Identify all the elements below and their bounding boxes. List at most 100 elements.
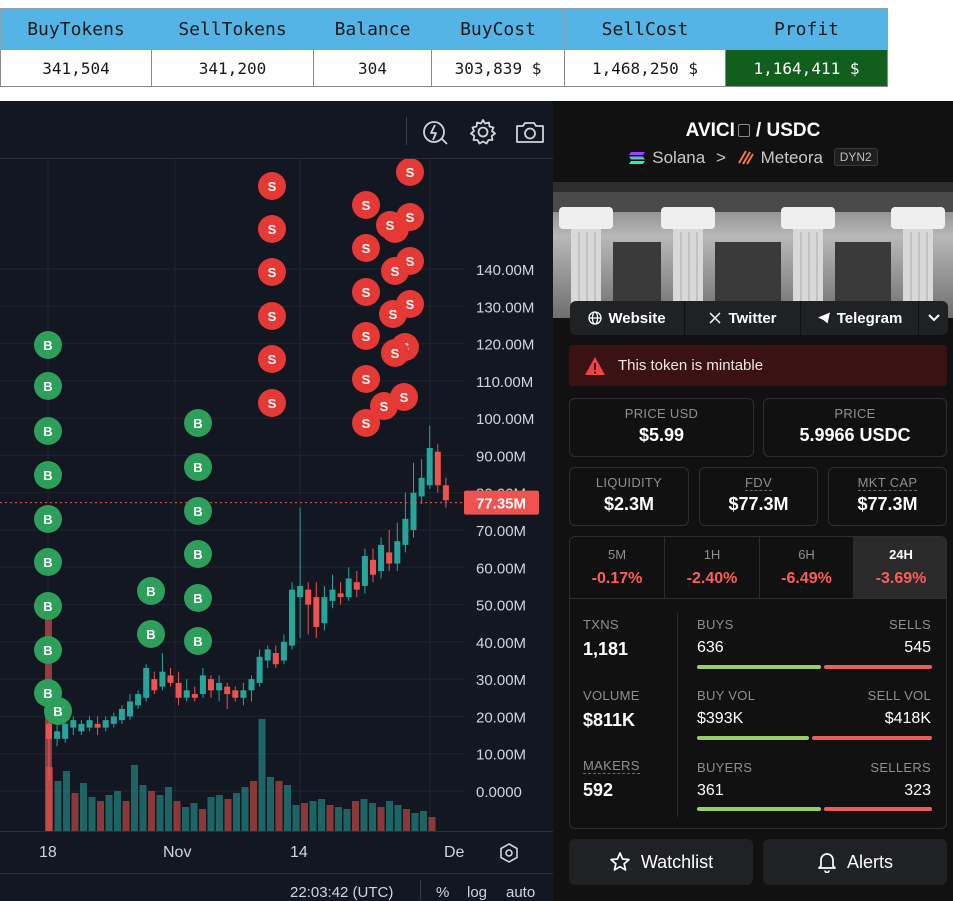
more-links-button[interactable] — [919, 301, 948, 335]
chain-name: Solana — [652, 148, 706, 167]
buy-marker[interactable]: B — [184, 453, 212, 481]
sell-marker[interactable]: S — [396, 159, 424, 186]
buy-marker[interactable]: B — [34, 331, 62, 359]
candle-body — [240, 690, 247, 698]
buy-marker[interactable]: B — [34, 505, 62, 533]
go-to-date-icon[interactable] — [498, 842, 520, 869]
buy-marker[interactable]: B — [184, 497, 212, 525]
current-price-value: 77.35M — [476, 496, 526, 513]
buy-marker[interactable]: B — [34, 417, 62, 445]
marker-dot — [381, 257, 409, 285]
lightning-icon[interactable] — [420, 117, 450, 147]
pair-title: AVICI / USDC — [553, 120, 953, 142]
buys-bar — [697, 665, 821, 669]
volume-bar — [335, 807, 342, 831]
candle-body — [272, 653, 279, 665]
marker-label: B — [43, 599, 52, 614]
fdv-label: FDV — [745, 475, 772, 491]
sell-marker[interactable]: S — [352, 278, 380, 306]
candle-body — [102, 720, 109, 728]
watchlist-label: Watchlist — [640, 851, 714, 872]
sell-marker[interactable]: S — [381, 339, 409, 367]
sell-marker[interactable]: S — [379, 300, 407, 328]
alerts-button[interactable]: Alerts — [763, 839, 947, 885]
marker-dot — [258, 172, 286, 200]
sell-marker[interactable]: S — [352, 409, 380, 437]
tab-1h[interactable]: 1H -2.40% — [665, 537, 760, 599]
candle-body — [321, 597, 328, 624]
candle-body — [442, 485, 449, 501]
buy-marker[interactable]: B — [34, 592, 62, 620]
watchlist-button[interactable]: Watchlist — [569, 839, 753, 885]
price-axis-label: 130.00M — [476, 299, 534, 316]
sell-marker[interactable]: S — [352, 365, 380, 393]
log-toggle[interactable]: log — [467, 884, 488, 901]
makers-label: MAKERS — [583, 758, 640, 774]
sell-marker[interactable]: S — [352, 234, 380, 262]
sell-marker[interactable]: S — [390, 383, 418, 411]
website-button[interactable]: Website — [570, 301, 685, 335]
buy-marker[interactable]: B — [44, 697, 72, 725]
buy-marker[interactable]: B — [184, 409, 212, 437]
sellers-bar — [824, 807, 932, 811]
candle-body — [143, 667, 150, 698]
buy-marker[interactable]: B — [34, 461, 62, 489]
buy-marker[interactable]: B — [184, 540, 212, 568]
sell-marker[interactable]: S — [258, 389, 286, 417]
buy-marker[interactable]: B — [184, 584, 212, 612]
globe-icon — [588, 311, 603, 325]
sell-marker[interactable]: S — [258, 302, 286, 330]
volume-bar — [258, 719, 266, 831]
buy-marker[interactable]: B — [34, 636, 62, 664]
marker-label: B — [43, 338, 52, 353]
candle-body — [264, 649, 271, 661]
marker-label: S — [406, 165, 415, 180]
sell-marker[interactable]: S — [258, 258, 286, 286]
candle-body — [402, 518, 409, 545]
marker-dot — [381, 339, 409, 367]
candle-body — [54, 731, 61, 739]
bell-icon — [818, 853, 836, 873]
tab-5m[interactable]: 5M -0.17% — [570, 537, 665, 599]
marker-label: B — [193, 547, 202, 562]
timeframe-label: 1H — [703, 547, 721, 562]
sell-marker[interactable]: S — [376, 211, 404, 239]
buy-marker[interactable]: B — [34, 372, 62, 400]
buyers-value: 361 — [697, 782, 724, 799]
camera-icon[interactable] — [514, 117, 544, 147]
volume-bar — [428, 817, 436, 831]
tab-24h[interactable]: 24H -3.69% — [854, 537, 946, 599]
twitter-button[interactable]: Twitter — [685, 301, 801, 335]
sell-marker[interactable]: S — [352, 191, 380, 219]
dex-name: Meteora — [760, 148, 823, 167]
buy-marker[interactable]: B — [137, 620, 165, 648]
tab-6h[interactable]: 6H -6.49% — [760, 537, 854, 599]
candle-body — [297, 585, 304, 598]
price-usd-card: PRICE USD $5.99 — [569, 398, 754, 457]
social-links: Website Twitter Telegram — [570, 301, 948, 335]
sell-marker[interactable]: S — [258, 215, 286, 243]
buy-marker[interactable]: B — [34, 548, 62, 576]
gear-icon[interactable] — [468, 117, 498, 147]
pool-type-badge: DYN2 — [833, 148, 878, 166]
sell-marker[interactable]: S — [258, 172, 286, 200]
candlestick-chart[interactable]: BBBBBBBBBBBBBBBBBBSSSSSSSSSSSSSSSSSSSSSS… — [0, 159, 553, 831]
auto-toggle[interactable]: auto — [506, 884, 536, 901]
sells-label: SELLS — [889, 617, 931, 632]
sell-marker[interactable]: S — [258, 345, 286, 373]
marker-label: S — [400, 390, 409, 405]
volume-bar — [386, 801, 393, 831]
marker-label: S — [386, 218, 395, 233]
candle-body — [70, 720, 77, 728]
buy-marker[interactable]: B — [137, 577, 165, 605]
sell-marker[interactable]: S — [381, 257, 409, 285]
warning-icon — [585, 356, 605, 375]
chevron-right-icon: > — [715, 148, 726, 167]
copy-icon[interactable] — [737, 124, 750, 137]
buy-marker[interactable]: B — [184, 627, 212, 655]
percent-toggle[interactable]: % — [436, 884, 450, 901]
sell-marker[interactable]: S — [352, 322, 380, 350]
telegram-button[interactable]: Telegram — [801, 301, 919, 335]
meteora-icon — [737, 149, 755, 165]
